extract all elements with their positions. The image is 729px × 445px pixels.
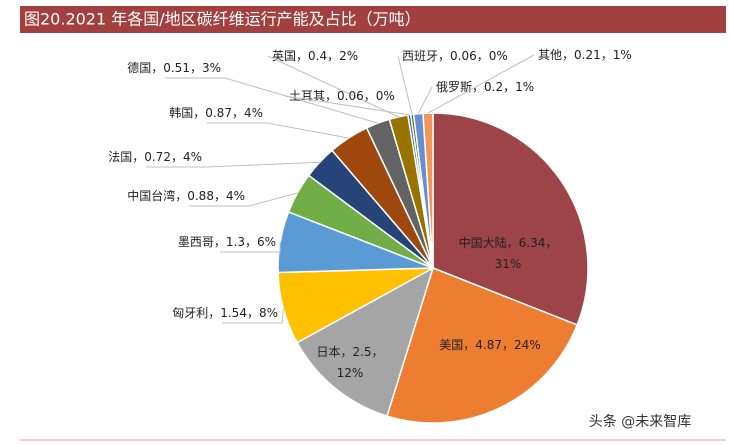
- title-bar: [20, 6, 726, 33]
- data-label-line: 美国，4.87，24%: [439, 338, 540, 352]
- data-label-line: 12%: [337, 366, 364, 380]
- data-label-line: 墨西哥，1.3，6%: [178, 235, 276, 249]
- leader-line: [146, 161, 320, 168]
- pie-slice: [386, 267, 579, 424]
- data-label-line: 日本，2.5，: [316, 345, 383, 359]
- data-label: 中国台湾，0.88，4%: [127, 188, 245, 203]
- data-label: 俄罗斯，0.2，1%: [436, 80, 534, 94]
- leader-line: [165, 77, 378, 124]
- pie-slice: [296, 266, 435, 417]
- watermark: 头条 @未来智库: [589, 413, 691, 430]
- leader-line: [427, 54, 535, 114]
- data-label-line: 中国大陆，6.34，: [459, 235, 558, 250]
- data-label-line: 法国，0.72，4%: [108, 150, 202, 164]
- leader-line: [222, 308, 284, 324]
- data-label-line: 匈牙利，1.54，8%: [172, 306, 278, 320]
- data-label: 土耳其，0.06，0%: [289, 89, 395, 103]
- data-label-line: 31%: [495, 257, 522, 271]
- data-label: 墨西哥，1.3，6%: [178, 235, 276, 249]
- data-label: 美国，4.87，24%: [439, 338, 540, 352]
- data-label: 韩国，0.87，4%: [169, 105, 263, 120]
- data-label: 西班牙，0.06，0%: [402, 49, 508, 63]
- data-label-line: 俄罗斯，0.2，1%: [436, 80, 534, 94]
- data-label-line: 中国台湾，0.88，4%: [127, 188, 245, 203]
- data-label-line: 西班牙，0.06，0%: [402, 49, 508, 63]
- data-label-line: 其他，0.21，1%: [538, 48, 632, 62]
- data-label: 其他，0.21，1%: [538, 48, 632, 62]
- chart-title: 图20.2021 年各国/地区碳纤维运行产能及占比（万吨）: [24, 10, 421, 29]
- leader-line: [284, 95, 410, 116]
- data-label: 匈牙利，1.54，8%: [172, 306, 278, 320]
- data-label: 英国，0.4，2%: [272, 49, 358, 63]
- data-label: 日本，2.5， 12%: [316, 345, 383, 380]
- data-label-line: 英国，0.4，2%: [272, 49, 358, 63]
- leader-line: [207, 122, 349, 139]
- data-label-line: 韩国，0.87，4%: [169, 105, 263, 120]
- leader-line: [189, 192, 298, 207]
- data-label: 法国，0.72，4%: [108, 150, 202, 164]
- data-label: 中国大陆，6.34， 31%: [459, 235, 558, 271]
- data-label-line: 德国，0.51，3%: [127, 60, 221, 75]
- data-label: 德国，0.51，3%: [127, 60, 221, 75]
- data-label-line: 土耳其，0.06，0%: [289, 89, 395, 103]
- leader-line: [417, 86, 433, 114]
- pie-slice: [432, 112, 589, 326]
- leader-line: [220, 241, 281, 253]
- leader-line: [397, 55, 413, 115]
- leader-line: [267, 55, 399, 118]
